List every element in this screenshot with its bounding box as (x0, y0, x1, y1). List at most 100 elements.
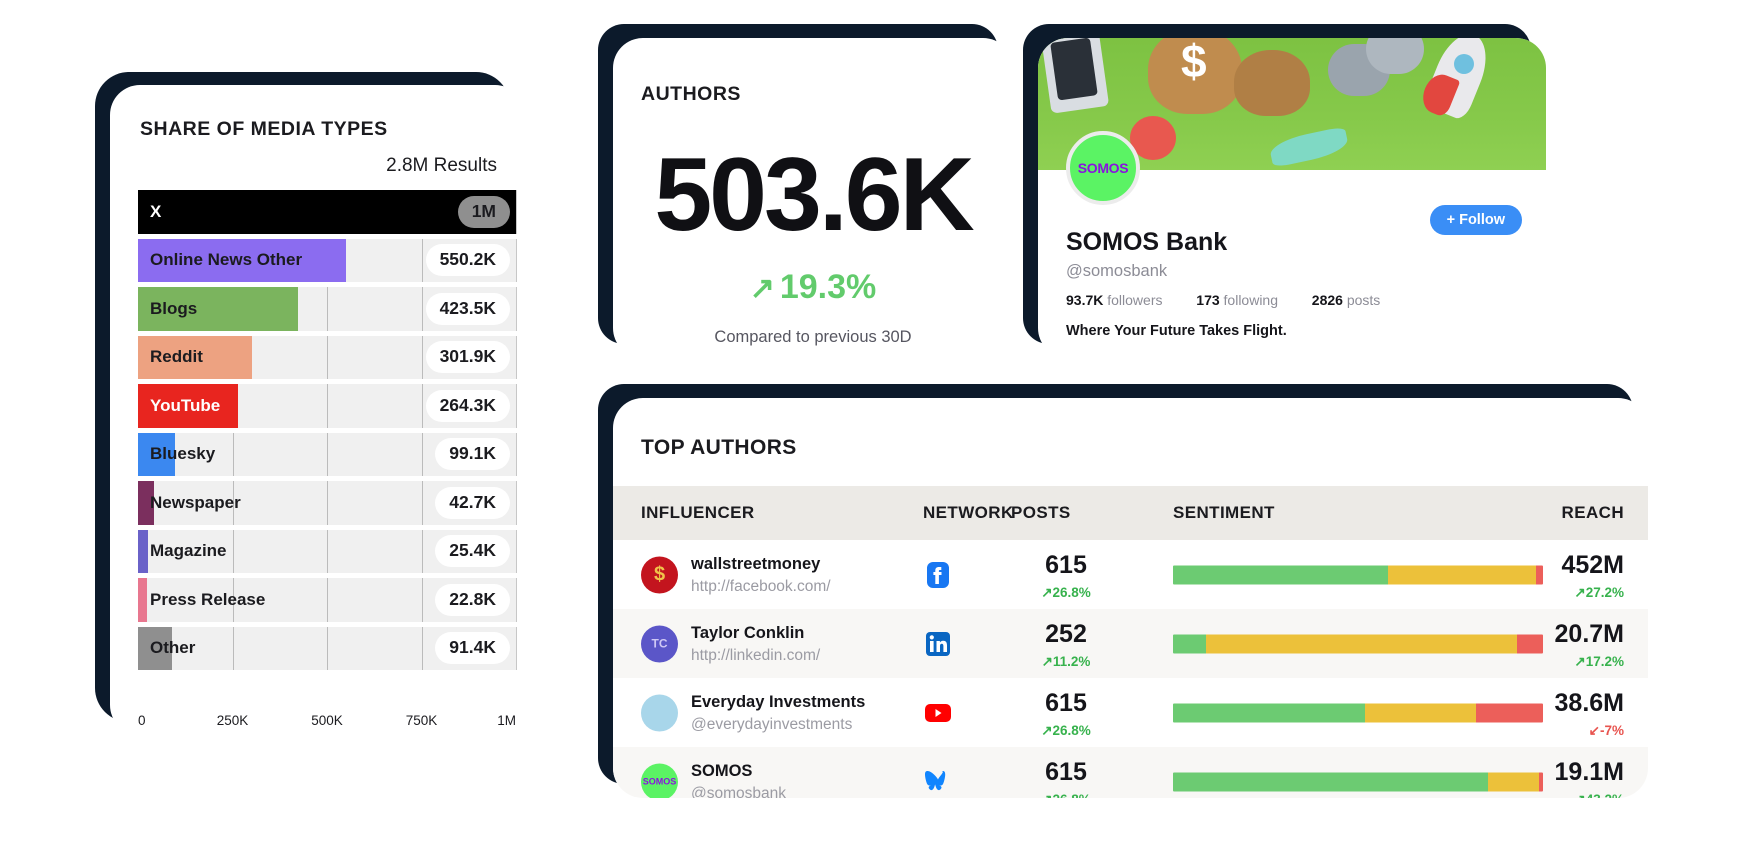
bluesky-icon (923, 767, 953, 797)
media-type-bar-row[interactable]: Bluesky 99.1K (138, 432, 517, 476)
influencer-url[interactable]: @somosbank (691, 785, 786, 798)
table-row[interactable]: TC Taylor Conklin http://linkedin.com/252 ↗… (613, 609, 1648, 678)
top-authors-title: TOP AUTHORS (641, 436, 797, 459)
x-axis-tick-label: 500K (311, 713, 343, 728)
bar-value-label: 423.5K (425, 292, 510, 325)
share-of-media-types-card: SHARE OF MEDIA TYPES 2.8M Results X 1M Onl… (110, 85, 525, 735)
reach-delta: ↙-7% (1588, 723, 1624, 738)
posts-value: 615 (1045, 551, 1087, 579)
posts-delta: ↗11.2% (1041, 654, 1091, 669)
following-count: 173 (1196, 292, 1220, 308)
chart-gridline (232, 529, 234, 573)
x-axis-tick-label: 0 (138, 713, 146, 728)
sentiment-bar (1173, 703, 1543, 722)
posts-value: 615 (1045, 758, 1087, 786)
influencer-name[interactable]: wallstreetmoney (691, 555, 821, 573)
sentiment-segment-positive (1173, 634, 1207, 653)
bar-category-label: Blogs (150, 298, 198, 318)
bar-fill (138, 287, 299, 331)
media-type-bar-row[interactable]: YouTube 264.3K (138, 384, 517, 428)
following-label: following (1223, 292, 1279, 308)
chart-gridline (516, 287, 517, 331)
sentiment-segment-positive (1173, 772, 1488, 791)
chart-gridline (516, 335, 517, 379)
column-header-posts[interactable]: POSTS (1011, 503, 1071, 522)
column-header-reach[interactable]: REACH (1561, 503, 1624, 522)
authors-card-title: AUTHORS (641, 83, 741, 105)
facebook-icon (923, 560, 953, 590)
bar-category-label: YouTube (150, 395, 221, 415)
table-row[interactable]: $ wallstreetmoney http://facebook.com/615 ↗… (613, 540, 1648, 609)
influencer-url[interactable]: http://facebook.com/ (691, 578, 831, 595)
influencer-name[interactable]: Everyday Investments (691, 693, 866, 711)
chart-gridline (516, 529, 517, 573)
authors-delta-value: 19.3% (779, 268, 877, 306)
chart-gridline (421, 481, 423, 525)
media-type-bar-row[interactable]: Other 91.4K (138, 626, 517, 670)
followers-label: followers (1107, 292, 1163, 308)
bar-value-label: 42.7K (435, 486, 510, 519)
sentiment-bar (1173, 634, 1543, 653)
chart-gridline (327, 335, 328, 379)
authors-subtitle: Compared to previous 30D (714, 328, 912, 346)
table-row[interactable]: Everyday Investments @everydayinvestments… (613, 678, 1648, 747)
posts-value: 615 (1045, 689, 1087, 717)
media-type-bar-row[interactable]: Press Release 22.8K (138, 578, 517, 622)
media-type-bar-row[interactable]: X 1M (138, 190, 517, 234)
table-row[interactable]: SOMOS SOMOS @somosbank 615 ↗26.8% 19.1M ↗43.2% (613, 747, 1648, 798)
column-header-influencer[interactable]: INFLUENCER (641, 503, 755, 522)
bar-fill (138, 432, 176, 476)
media-type-bar-row[interactable]: Newspaper 42.7K (138, 481, 517, 525)
chart-gridline (421, 238, 423, 282)
followers-count: 93.7K (1066, 292, 1104, 308)
reach-delta: ↗17.2% (1574, 654, 1624, 669)
column-header-network[interactable]: NETWORK (923, 503, 1014, 522)
sentiment-segment-neutral (1487, 772, 1540, 791)
x-axis-tick-label: 1M (497, 713, 516, 728)
bar-category-label: Other (150, 638, 196, 658)
banner-leaf-shape (1268, 126, 1350, 168)
chart-gridline (421, 287, 423, 331)
influencer-name[interactable]: Taylor Conklin (691, 624, 805, 642)
media-type-bar-row[interactable]: Magazine 25.4K (138, 529, 517, 573)
profile-stats: 93.7K followers 173 following 2826 posts (1066, 292, 1380, 308)
authors-metric-card: AUTHORS 503.6K ↗ 19.3% Compared to previo… (613, 38, 1013, 358)
sentiment-bar (1173, 565, 1543, 584)
media-type-bar-row[interactable]: Reddit 301.9K (138, 335, 517, 379)
bar-category-label: X (150, 201, 162, 221)
chart-gridline (232, 626, 234, 670)
banner-rocket-window-icon (1454, 54, 1474, 74)
bar-category-label: Newspaper (150, 492, 241, 512)
profile-bio: Where Your Future Takes Flight. (1066, 323, 1287, 339)
follow-button[interactable]: + Follow (1429, 205, 1522, 235)
linkedin-icon (923, 629, 953, 659)
bar-value-label: 25.4K (435, 535, 510, 568)
sentiment-segment-negative (1476, 703, 1543, 722)
chart-gridline (516, 190, 517, 234)
media-card-title: SHARE OF MEDIA TYPES (140, 118, 388, 140)
influencer-name[interactable]: SOMOS (691, 762, 753, 780)
influencer-url[interactable]: @everydayinvestments (691, 716, 853, 733)
column-header-sentiment[interactable]: SENTIMENT (1173, 503, 1275, 522)
chart-gridline (327, 626, 328, 670)
chart-gridline (516, 384, 517, 428)
profile-name: SOMOS Bank (1066, 228, 1228, 256)
sentiment-segment-positive (1173, 565, 1388, 584)
media-type-bar-row[interactable]: Online News Other 550.2K (138, 238, 517, 282)
x-axis-tick-label: 750K (405, 713, 438, 728)
media-card-results: 2.8M Results (386, 155, 497, 176)
bar-value-label: 264.3K (425, 389, 510, 422)
media-type-bar-row[interactable]: Blogs 423.5K (138, 287, 517, 331)
banner-dollar-sign-icon: $ (1181, 38, 1207, 87)
x-axis-tick-label: 250K (216, 713, 249, 728)
sentiment-segment-neutral (1387, 565, 1536, 584)
banner-money-bag-icon (1148, 38, 1242, 114)
bar-fill (138, 578, 147, 622)
sentiment-segment-neutral (1206, 634, 1518, 653)
chart-gridline (327, 432, 328, 476)
influencer-url[interactable]: http://linkedin.com/ (691, 647, 821, 664)
top-authors-table-body: $ wallstreetmoney http://facebook.com/615 ↗… (613, 540, 1648, 798)
reach-value: 452M (1561, 551, 1624, 579)
avatar: SOMOS (641, 763, 678, 798)
top-authors-card: TOP AUTHORS INFLUENCER NETWORK POSTS SENTIM… (613, 398, 1648, 798)
